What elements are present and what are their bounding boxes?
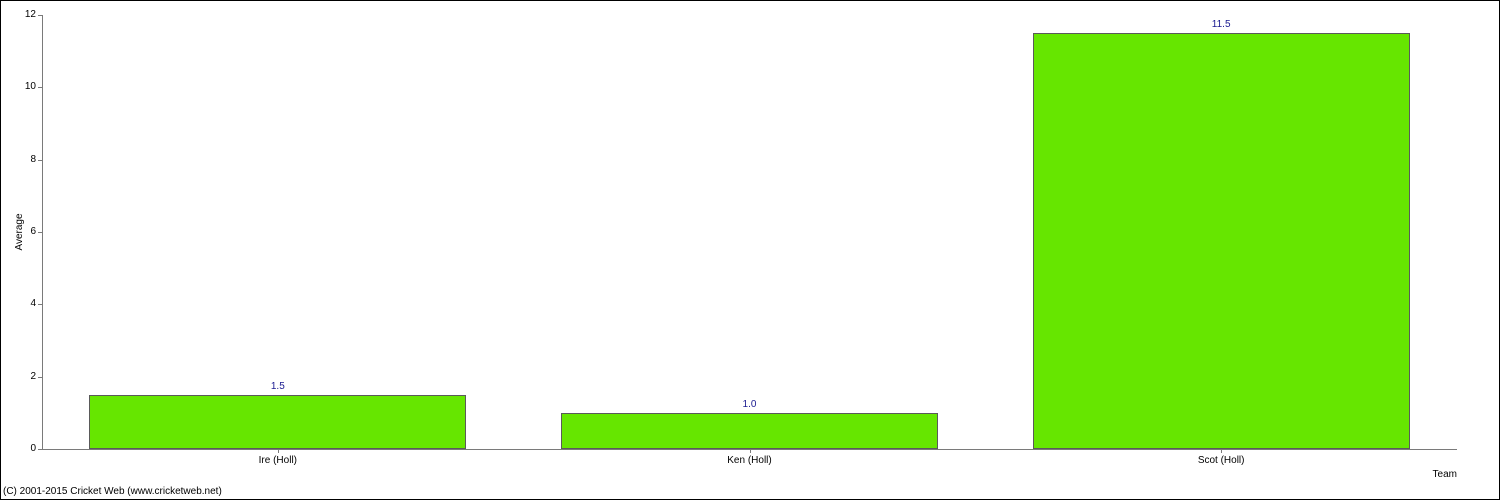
chart-stage: Average Team (C) 2001-2015 Cricket Web (… <box>0 0 1500 500</box>
y-tick-label: 8 <box>30 154 36 165</box>
y-tick-mark <box>38 160 42 161</box>
x-tick-label: Scot (Holl) <box>1198 455 1245 466</box>
y-tick-mark <box>38 377 42 378</box>
bar-value-label: 1.0 <box>743 399 757 410</box>
y-axis-line <box>42 15 43 449</box>
y-tick-mark <box>38 304 42 305</box>
plot-area <box>42 15 1457 449</box>
bar-value-label: 11.5 <box>1212 19 1231 30</box>
y-tick-mark <box>38 449 42 450</box>
y-tick-label: 0 <box>30 443 36 454</box>
y-tick-label: 10 <box>25 81 36 92</box>
y-tick-label: 4 <box>30 298 36 309</box>
x-tick-mark <box>278 449 279 453</box>
x-tick-mark <box>750 449 751 453</box>
bar-value-label: 1.5 <box>271 381 285 392</box>
copyright-text: (C) 2001-2015 Cricket Web (www.cricketwe… <box>3 486 222 497</box>
x-tick-label: Ire (Holl) <box>259 455 297 466</box>
y-tick-label: 2 <box>30 371 36 382</box>
y-tick-mark <box>38 15 42 16</box>
x-tick-label: Ken (Holl) <box>727 455 771 466</box>
bar <box>89 395 466 449</box>
x-tick-mark <box>1221 449 1222 453</box>
y-tick-label: 12 <box>25 9 36 20</box>
y-tick-mark <box>38 87 42 88</box>
x-axis-title: Team <box>1433 469 1457 480</box>
y-tick-mark <box>38 232 42 233</box>
bar <box>1033 33 1410 449</box>
bar <box>561 413 938 449</box>
y-axis-title: Average <box>14 213 25 250</box>
y-tick-label: 6 <box>30 226 36 237</box>
